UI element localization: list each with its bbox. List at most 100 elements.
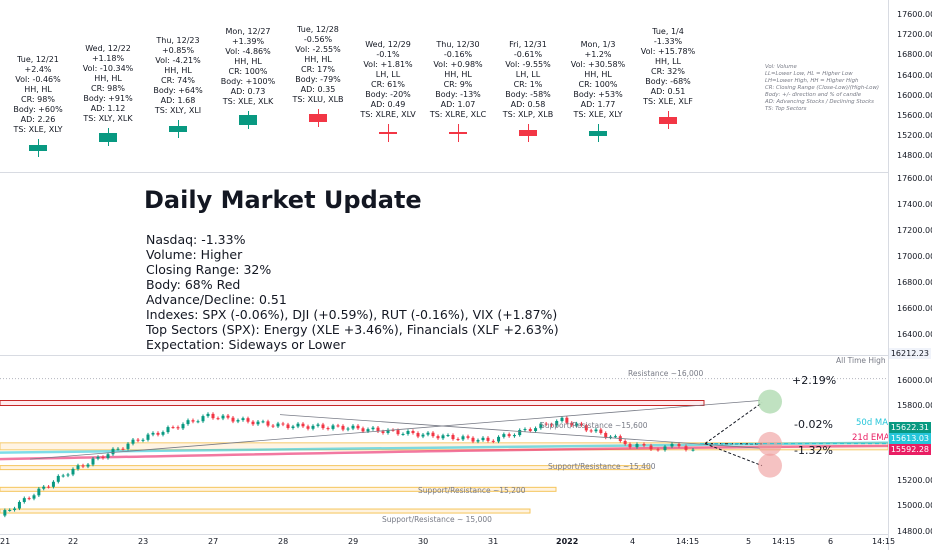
candle-body <box>33 495 36 498</box>
time-tick-label: 31 <box>488 537 498 546</box>
time-tick-label: 14:15 <box>872 537 895 546</box>
candle-body <box>77 465 80 469</box>
candle-body <box>257 422 260 425</box>
time-tick-label: 6 <box>828 537 833 546</box>
candle-body <box>367 429 370 431</box>
candle-body <box>52 482 55 487</box>
candle-body <box>629 444 632 447</box>
price-tick-label: 15800.00 <box>897 401 932 410</box>
candle-body <box>302 424 305 427</box>
candle-body <box>72 469 75 475</box>
candle-body <box>599 430 602 433</box>
candle-body <box>212 414 215 418</box>
candle-body <box>457 439 460 440</box>
candle-body <box>272 426 275 427</box>
candle-body <box>643 444 646 445</box>
candle-body <box>477 440 480 441</box>
price-chart[interactable] <box>0 0 888 550</box>
candle-body <box>678 444 681 446</box>
support-15400-label: Support/Resistance ~15,400 <box>548 462 656 471</box>
candle-body <box>442 435 445 438</box>
candle-body <box>472 438 475 442</box>
candle-body <box>102 457 105 458</box>
price-tick-label: 16600.00 <box>897 304 932 313</box>
price-tick-label: 14800.00 <box>897 527 932 536</box>
price-tick-label: 17000.00 <box>897 252 932 261</box>
candle-body <box>142 440 145 441</box>
candle-body <box>57 476 60 482</box>
support-15600-label: Support/Resistance ~15,600 <box>540 421 648 430</box>
time-tick-label: 21 <box>0 537 10 546</box>
candle-body <box>87 465 90 467</box>
candle-body <box>352 426 355 429</box>
price-tick-label: 15600.00 <box>897 111 932 120</box>
candle-body <box>18 502 21 508</box>
candle-body <box>127 444 130 449</box>
candle-body <box>112 449 115 454</box>
candle-body <box>657 449 660 450</box>
price-tick-label: 15200.00 <box>897 131 932 140</box>
candle-body <box>604 433 607 438</box>
candle-body <box>312 426 315 429</box>
candle-body <box>437 436 440 438</box>
candle-body <box>307 426 310 428</box>
candle-body <box>497 437 500 442</box>
price-tick-label: 17600.00 <box>897 174 932 183</box>
candle-body <box>467 436 470 438</box>
candle-body <box>47 487 50 488</box>
time-tick-label: 30 <box>418 537 428 546</box>
price-tick-label: 17200.00 <box>897 226 932 235</box>
time-tick-label: 22 <box>68 537 78 546</box>
candle-body <box>13 508 16 510</box>
candle-body <box>664 446 667 450</box>
candle-body <box>614 436 617 437</box>
candle-body <box>182 424 185 428</box>
candle-body <box>162 432 165 435</box>
candle-body <box>692 450 695 451</box>
candle-body <box>197 421 200 422</box>
candle-body <box>590 430 593 431</box>
candle-body <box>624 441 627 444</box>
scenario-down-label: -1.32% <box>794 444 833 457</box>
candle-body <box>67 474 70 475</box>
candle-body <box>287 424 290 428</box>
candle-body <box>107 454 110 458</box>
ema21-price-tag: 15592.28 <box>889 444 931 455</box>
price-tick-label: 16800.00 <box>897 278 932 287</box>
ma50-price-tag: 15622.31 <box>889 422 931 433</box>
candle-body <box>292 426 295 428</box>
candle-body <box>513 435 516 436</box>
candle-body <box>402 434 405 435</box>
candle-body <box>122 449 125 450</box>
candle-body <box>671 444 674 447</box>
candle-body <box>407 431 410 434</box>
price-tick-label: 17600.00 <box>897 10 932 19</box>
candle-body <box>97 457 100 459</box>
candle-body <box>177 427 180 428</box>
candle-body <box>137 440 140 441</box>
ma50-label: 50d MA <box>856 418 888 428</box>
candle-body <box>242 418 245 420</box>
time-tick-label: 5 <box>746 537 751 546</box>
ath-label: All Time High <box>836 356 886 365</box>
candle-body <box>332 425 335 428</box>
candle-body <box>157 433 160 435</box>
candle-body <box>492 441 495 442</box>
candle-body <box>524 429 527 430</box>
ema21-label: 21d EMA <box>852 433 889 443</box>
candle-body <box>432 433 435 436</box>
candle-body <box>8 510 11 511</box>
candle-body <box>422 435 425 437</box>
candle-body <box>372 428 375 430</box>
candle-body <box>417 433 420 436</box>
candle-body <box>482 438 485 440</box>
price-tick-label: 16800.00 <box>897 50 932 59</box>
candle-body <box>262 421 265 422</box>
candle-body <box>237 420 240 421</box>
scenario-up-arrow <box>705 403 762 444</box>
time-axis[interactable] <box>0 534 888 551</box>
price-axis[interactable] <box>888 0 932 550</box>
candle-body <box>117 449 120 450</box>
time-tick-label: 27 <box>208 537 218 546</box>
candle-body <box>192 420 195 421</box>
